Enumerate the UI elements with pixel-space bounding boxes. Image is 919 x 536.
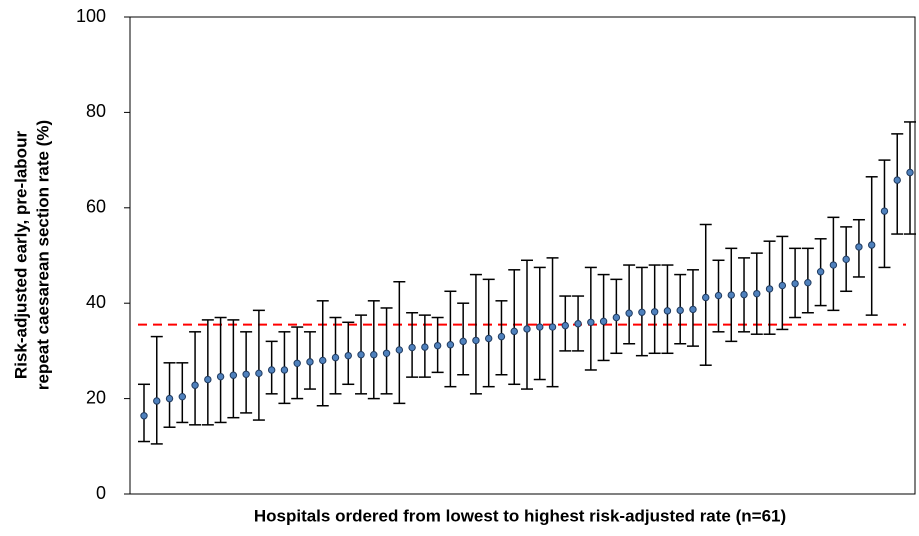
point bbox=[599, 317, 608, 326]
point bbox=[778, 281, 787, 290]
point bbox=[548, 323, 557, 331]
point bbox=[267, 366, 276, 374]
point bbox=[702, 293, 710, 302]
point bbox=[165, 394, 174, 403]
point bbox=[816, 268, 825, 276]
point bbox=[446, 340, 455, 349]
point bbox=[433, 341, 442, 350]
point bbox=[395, 346, 404, 354]
point bbox=[650, 308, 659, 316]
point bbox=[676, 306, 684, 315]
point bbox=[459, 337, 467, 346]
point bbox=[612, 313, 621, 322]
point bbox=[472, 336, 480, 345]
point bbox=[689, 305, 697, 314]
point bbox=[178, 392, 187, 401]
point bbox=[421, 343, 429, 351]
point bbox=[408, 343, 416, 352]
point bbox=[331, 353, 340, 362]
point bbox=[625, 309, 633, 317]
point bbox=[638, 308, 646, 316]
point bbox=[229, 371, 238, 379]
point bbox=[370, 351, 378, 359]
point bbox=[140, 412, 148, 420]
point bbox=[204, 375, 212, 384]
y-axis-label: Risk-adjusted early, pre-labour bbox=[11, 131, 30, 380]
point bbox=[868, 241, 876, 249]
point bbox=[842, 255, 850, 264]
point bbox=[663, 307, 672, 315]
point bbox=[280, 366, 289, 374]
point bbox=[765, 285, 774, 293]
point bbox=[344, 351, 352, 360]
y-tick-label: 80 bbox=[86, 101, 106, 121]
point bbox=[242, 370, 250, 378]
y-tick-label: 20 bbox=[86, 387, 106, 407]
point bbox=[714, 291, 723, 300]
point bbox=[561, 321, 569, 330]
point bbox=[216, 372, 225, 381]
point bbox=[153, 397, 161, 405]
y-tick-label: 60 bbox=[86, 197, 106, 217]
point bbox=[880, 207, 889, 215]
point bbox=[319, 356, 327, 365]
point bbox=[255, 369, 263, 378]
point bbox=[804, 278, 812, 287]
point bbox=[536, 323, 544, 331]
point bbox=[753, 289, 761, 298]
point bbox=[574, 320, 582, 328]
point bbox=[191, 381, 199, 389]
point bbox=[510, 327, 518, 336]
point bbox=[740, 290, 748, 299]
point bbox=[293, 359, 301, 368]
point bbox=[829, 261, 838, 269]
point bbox=[357, 351, 365, 359]
point bbox=[855, 243, 863, 251]
y-tick-label: 0 bbox=[96, 483, 106, 503]
point bbox=[382, 349, 391, 357]
y-axis-label: repeat caesarean section rate (%) bbox=[33, 120, 52, 390]
plot-frame bbox=[129, 16, 916, 495]
point bbox=[497, 332, 506, 341]
y-tick-label: 100 bbox=[76, 6, 106, 26]
point bbox=[893, 176, 901, 184]
point bbox=[523, 325, 531, 333]
x-axis-label: Hospitals ordered from lowest to highest… bbox=[254, 506, 786, 525]
point bbox=[587, 318, 595, 326]
point bbox=[906, 168, 914, 177]
point bbox=[485, 334, 493, 343]
point bbox=[727, 291, 735, 299]
point bbox=[306, 358, 314, 366]
y-tick-label: 40 bbox=[86, 292, 106, 312]
point bbox=[791, 279, 799, 288]
